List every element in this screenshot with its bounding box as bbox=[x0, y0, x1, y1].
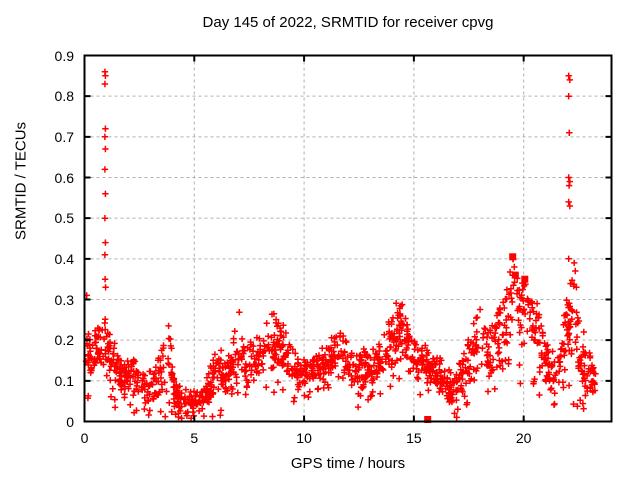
y-tick-label: 0.9 bbox=[54, 47, 74, 64]
grid-lines bbox=[84, 55, 612, 422]
y-tick-label: 0.6 bbox=[54, 169, 74, 186]
y-tick-label: 0.5 bbox=[54, 210, 74, 227]
y-tick-label: 0.1 bbox=[54, 372, 74, 389]
square-point bbox=[511, 271, 519, 279]
x-tick-label: 20 bbox=[515, 430, 532, 446]
scatter-points-group bbox=[82, 68, 599, 422]
square-points-group bbox=[424, 253, 529, 423]
plot-frame bbox=[83, 54, 613, 423]
x-tick-label: 0 bbox=[80, 430, 89, 446]
square-point bbox=[521, 275, 529, 283]
x-tick-label: 5 bbox=[190, 430, 199, 446]
scatter-points bbox=[82, 68, 599, 422]
tick-path bbox=[83, 54, 612, 423]
chart-title: Day 145 of 2022, SRMTID for receiver cpv… bbox=[202, 14, 494, 31]
square-point bbox=[424, 416, 432, 423]
y-tick-label: 0.7 bbox=[54, 128, 74, 145]
x-tick-label: 15 bbox=[406, 430, 422, 446]
y-tick-label: 0.2 bbox=[54, 332, 74, 349]
square-point bbox=[509, 253, 517, 261]
x-axis-label: GPS time / hours bbox=[290, 455, 406, 472]
y-tick-label: 0.8 bbox=[54, 88, 74, 105]
y-tick-label: 0.4 bbox=[54, 250, 74, 267]
y-tick-label: 0.3 bbox=[54, 291, 74, 308]
tick-marks bbox=[83, 54, 612, 423]
grid-path bbox=[84, 55, 612, 422]
y-tick-label: 0 bbox=[66, 413, 74, 430]
x-tick-label: 10 bbox=[296, 430, 312, 446]
